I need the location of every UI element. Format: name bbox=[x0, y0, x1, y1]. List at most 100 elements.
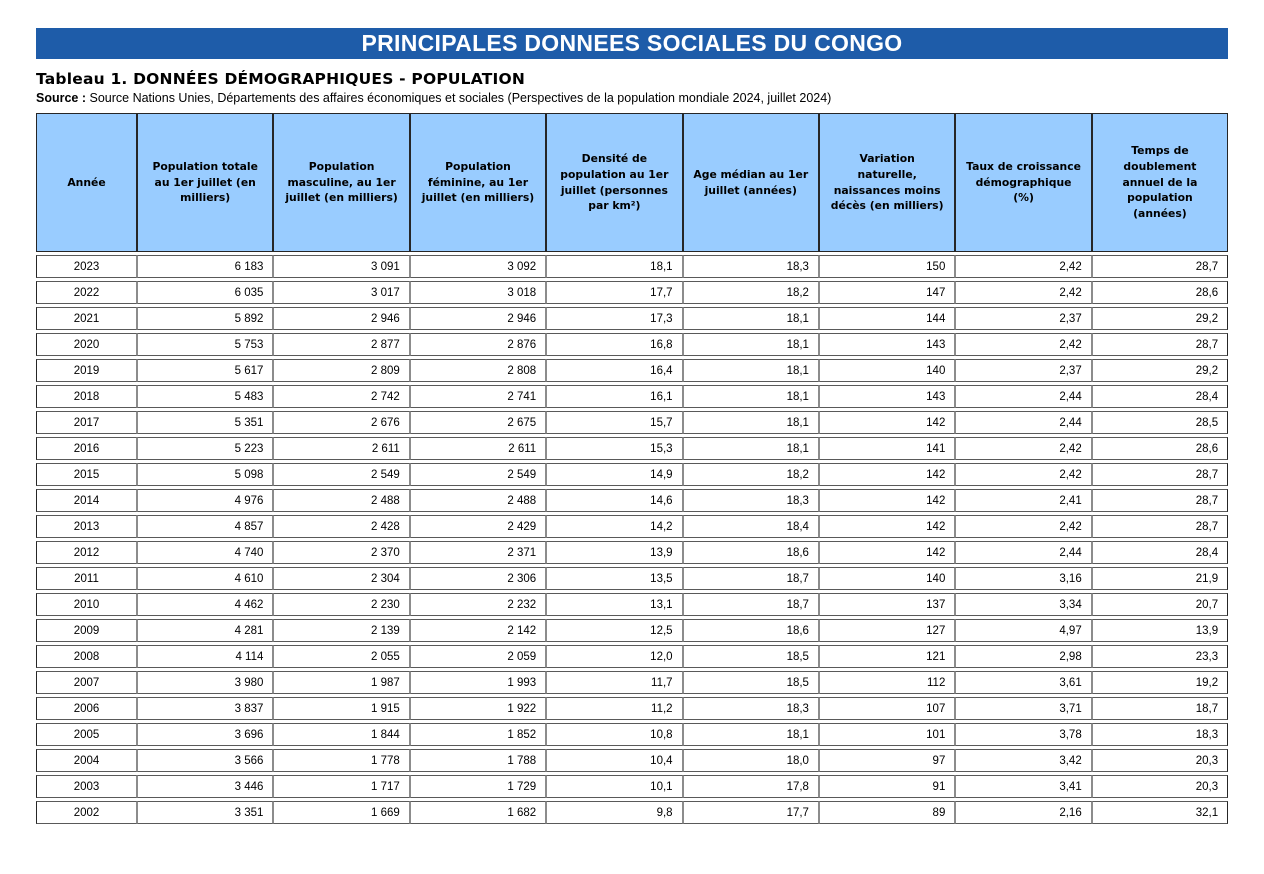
value-cell: 5 617 bbox=[137, 359, 274, 382]
year-cell: 2010 bbox=[36, 593, 137, 616]
value-cell: 2 370 bbox=[273, 541, 410, 564]
value-cell: 4 462 bbox=[137, 593, 274, 616]
value-cell: 2 676 bbox=[273, 411, 410, 434]
value-cell: 2 742 bbox=[273, 385, 410, 408]
value-cell: 4 740 bbox=[137, 541, 274, 564]
table-row: 2022 6 035 3 017 3 018 17,7 18,2 147 2,42 28,6 bbox=[36, 281, 1229, 304]
year-cell: 2020 bbox=[36, 333, 137, 356]
value-cell: 2,44 bbox=[955, 385, 1092, 408]
table-row: 2013 4 857 2 428 2 429 14,2 18,4 142 2,42 28,7 bbox=[36, 515, 1229, 538]
table-header: Année Population totale au 1er juillet (e… bbox=[36, 113, 1229, 252]
value-cell: 140 bbox=[818, 359, 956, 382]
value-cell: 2,41 bbox=[955, 489, 1092, 512]
value-cell: 18,6 bbox=[682, 541, 819, 564]
value-cell: 14,9 bbox=[546, 463, 683, 486]
value-cell: 143 bbox=[818, 385, 956, 408]
value-cell: 28,6 bbox=[1091, 281, 1229, 304]
value-cell: 29,2 bbox=[1091, 307, 1229, 330]
value-cell: 20,3 bbox=[1091, 749, 1229, 772]
value-cell: 101 bbox=[818, 723, 956, 746]
value-cell: 2 232 bbox=[409, 593, 547, 616]
value-cell: 15,3 bbox=[546, 437, 683, 460]
value-cell: 2 946 bbox=[273, 307, 410, 330]
table-row: 2020 5 753 2 877 2 876 16,8 18,1 143 2,42 28,7 bbox=[36, 333, 1229, 356]
value-cell: 17,7 bbox=[682, 801, 819, 824]
value-cell: 16,8 bbox=[546, 333, 683, 356]
value-cell: 11,7 bbox=[546, 671, 683, 694]
value-cell: 2,98 bbox=[955, 645, 1092, 668]
column-header-4: Densité de population au 1er juillet (pe… bbox=[546, 113, 683, 252]
value-cell: 5 753 bbox=[137, 333, 274, 356]
value-cell: 2 946 bbox=[409, 307, 547, 330]
value-cell: 28,6 bbox=[1091, 437, 1229, 460]
value-cell: 2,42 bbox=[955, 281, 1092, 304]
value-cell: 18,3 bbox=[682, 489, 819, 512]
value-cell: 89 bbox=[818, 801, 956, 824]
value-cell: 2 549 bbox=[273, 463, 410, 486]
value-cell: 13,1 bbox=[546, 593, 683, 616]
value-cell: 3 446 bbox=[137, 775, 274, 798]
value-cell: 1 682 bbox=[409, 801, 547, 824]
value-cell: 2,16 bbox=[955, 801, 1092, 824]
column-header-6: Variation naturelle, naissances moins dé… bbox=[818, 113, 956, 252]
value-cell: 5 223 bbox=[137, 437, 274, 460]
value-cell: 2 230 bbox=[273, 593, 410, 616]
value-cell: 18,3 bbox=[682, 697, 819, 720]
value-cell: 18,2 bbox=[682, 281, 819, 304]
year-cell: 2007 bbox=[36, 671, 137, 694]
year-cell: 2012 bbox=[36, 541, 137, 564]
value-cell: 13,9 bbox=[546, 541, 683, 564]
value-cell: 18,5 bbox=[682, 671, 819, 694]
table-row: 2009 4 281 2 139 2 142 12,5 18,6 127 4,97 13,9 bbox=[36, 619, 1229, 642]
value-cell: 3 837 bbox=[137, 697, 274, 720]
header-row: Année Population totale au 1er juillet (e… bbox=[36, 113, 1229, 252]
value-cell: 18,1 bbox=[682, 385, 819, 408]
table-row: 2018 5 483 2 742 2 741 16,1 18,1 143 2,44 28,4 bbox=[36, 385, 1229, 408]
year-cell: 2021 bbox=[36, 307, 137, 330]
value-cell: 9,8 bbox=[546, 801, 683, 824]
value-cell: 2 675 bbox=[409, 411, 547, 434]
value-cell: 2,42 bbox=[955, 515, 1092, 538]
table-row: 2004 3 566 1 778 1 788 10,4 18,0 97 3,42 20,3 bbox=[36, 749, 1229, 772]
value-cell: 15,7 bbox=[546, 411, 683, 434]
value-cell: 14,2 bbox=[546, 515, 683, 538]
value-cell: 2 142 bbox=[409, 619, 547, 642]
banner-title: PRINCIPALES DONNEES SOCIALES DU CONGO bbox=[361, 30, 903, 56]
population-table: Année Population totale au 1er juillet (e… bbox=[36, 110, 1229, 827]
value-cell: 142 bbox=[818, 411, 956, 434]
value-cell: 1 915 bbox=[273, 697, 410, 720]
value-cell: 107 bbox=[818, 697, 956, 720]
value-cell: 147 bbox=[818, 281, 956, 304]
value-cell: 2,42 bbox=[955, 437, 1092, 460]
value-cell: 13,5 bbox=[546, 567, 683, 590]
value-cell: 3 980 bbox=[137, 671, 274, 694]
value-cell: 3,78 bbox=[955, 723, 1092, 746]
page-banner: PRINCIPALES DONNEES SOCIALES DU CONGO bbox=[36, 28, 1228, 59]
table-row: 2007 3 980 1 987 1 993 11,7 18,5 112 3,61 19,2 bbox=[36, 671, 1229, 694]
value-cell: 2,42 bbox=[955, 333, 1092, 356]
value-cell: 3 018 bbox=[409, 281, 547, 304]
value-cell: 6 035 bbox=[137, 281, 274, 304]
value-cell: 2 488 bbox=[273, 489, 410, 512]
value-cell: 20,3 bbox=[1091, 775, 1229, 798]
value-cell: 10,1 bbox=[546, 775, 683, 798]
value-cell: 2,37 bbox=[955, 359, 1092, 382]
value-cell: 16,4 bbox=[546, 359, 683, 382]
table-title: Tableau 1. DONNÉES DÉMOGRAPHIQUES - POPU… bbox=[36, 70, 526, 88]
value-cell: 12,5 bbox=[546, 619, 683, 642]
value-cell: 112 bbox=[818, 671, 956, 694]
value-cell: 18,5 bbox=[682, 645, 819, 668]
value-cell: 121 bbox=[818, 645, 956, 668]
value-cell: 32,1 bbox=[1091, 801, 1229, 824]
year-cell: 2008 bbox=[36, 645, 137, 668]
year-cell: 2022 bbox=[36, 281, 137, 304]
table-row: 2010 4 462 2 230 2 232 13,1 18,7 137 3,34 20,7 bbox=[36, 593, 1229, 616]
value-cell: 18,7 bbox=[682, 593, 819, 616]
table-row: 2019 5 617 2 809 2 808 16,4 18,1 140 2,37 29,2 bbox=[36, 359, 1229, 382]
value-cell: 2 059 bbox=[409, 645, 547, 668]
year-cell: 2014 bbox=[36, 489, 137, 512]
year-cell: 2018 bbox=[36, 385, 137, 408]
value-cell: 2 808 bbox=[409, 359, 547, 382]
table-row: 2003 3 446 1 717 1 729 10,1 17,8 91 3,41 20,3 bbox=[36, 775, 1229, 798]
value-cell: 3,34 bbox=[955, 593, 1092, 616]
